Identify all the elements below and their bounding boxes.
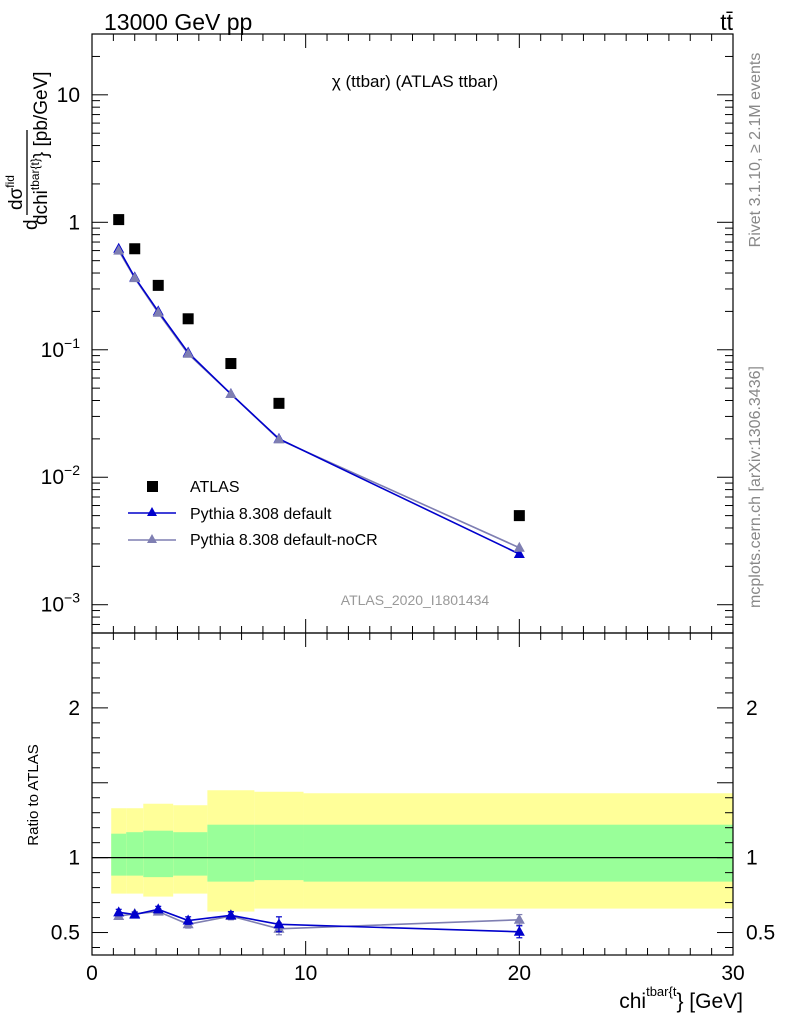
x-tick-label: 10 bbox=[294, 962, 317, 985]
ratio-point-default bbox=[113, 906, 125, 917]
y-tick-label: 10−2 bbox=[41, 462, 81, 489]
data-point-atlas bbox=[513, 510, 525, 522]
y-tick-label: 1 bbox=[68, 211, 80, 234]
header-process-label: 13000 GeV pp bbox=[104, 9, 252, 35]
xlabel-base: chi bbox=[619, 990, 646, 1013]
y-tick-label: 10−3 bbox=[41, 590, 81, 617]
legend-default-label: Pythia 8.308 default bbox=[190, 506, 332, 523]
data-point-nocr bbox=[113, 244, 125, 255]
ratio-point-nocr bbox=[513, 913, 525, 924]
data-point-atlas bbox=[182, 313, 194, 325]
ratio-point-default bbox=[513, 925, 525, 936]
ylabel-den-sup: tbar{t} bbox=[28, 158, 42, 190]
ratio-plot-data bbox=[113, 903, 525, 939]
rivet-version-label: Rivet 3.1.10, ≥ 2.1M events bbox=[747, 53, 764, 248]
uncertainty-band-inner bbox=[207, 824, 255, 882]
uncertainty-band-inner bbox=[126, 832, 144, 876]
data-point-atlas bbox=[129, 243, 141, 255]
uncertainty-band-inner bbox=[303, 824, 733, 882]
legend-atlas-label: ATLAS bbox=[190, 479, 240, 496]
ratio-point-default bbox=[225, 909, 237, 920]
data-point-atlas bbox=[273, 397, 285, 409]
ylabel-d: d bbox=[21, 219, 42, 230]
uncertainty-band-inner bbox=[173, 832, 208, 876]
legend-nocr-label: Pythia 8.308 default-noCR bbox=[190, 532, 378, 549]
ratio-point-default bbox=[182, 914, 194, 925]
uncertainty-band-inner bbox=[254, 824, 304, 881]
ylabel-num-sup: fid bbox=[3, 175, 17, 188]
x-tick-label: 30 bbox=[721, 962, 744, 985]
data-point-nocr bbox=[225, 387, 237, 398]
series-line-nocr bbox=[118, 250, 520, 549]
chart-title: χ (ttbar) (ATLAS ttbar) bbox=[332, 72, 498, 91]
data-point-nocr bbox=[513, 541, 525, 552]
data-point-nocr bbox=[182, 347, 194, 358]
data-point-nocr bbox=[152, 306, 164, 317]
xlabel-sup: tbar{t bbox=[646, 984, 677, 999]
x-tick-label: 0 bbox=[86, 962, 98, 985]
data-point-default bbox=[513, 547, 525, 558]
y-tick-base: 10 bbox=[41, 339, 64, 362]
ylabel-denominator: dchitbar{t}} [pb/GeV] bbox=[28, 71, 52, 225]
uncertainty-band-inner bbox=[143, 830, 174, 878]
ylabel-unit: } [pb/GeV] bbox=[31, 71, 52, 158]
ratio-y-tick-label-right: 1 bbox=[746, 847, 758, 870]
ratio-y-tick-label-right: 0.5 bbox=[746, 922, 775, 945]
legend-default-marker bbox=[147, 507, 157, 516]
data-point-atlas bbox=[113, 214, 125, 226]
y-tick-exponent: −3 bbox=[64, 590, 80, 606]
ratio-y-tick-label: 1 bbox=[68, 847, 80, 870]
legend-atlas-marker bbox=[147, 481, 158, 492]
x-tick-label: 20 bbox=[508, 962, 531, 985]
main-plot-frame bbox=[91, 33, 734, 634]
y-tick-label: 10 bbox=[57, 84, 80, 107]
data-point-nocr bbox=[129, 272, 141, 283]
y-tick-base: 10 bbox=[41, 466, 64, 489]
header-final-state-label: tt̄ bbox=[720, 9, 733, 35]
uncertainty-band-inner bbox=[111, 833, 127, 876]
ylabel-den-text: dchi bbox=[31, 190, 52, 225]
legend-nocr-marker bbox=[147, 534, 157, 543]
y-tick-exponent: −2 bbox=[64, 462, 80, 478]
ratio-y-tick-label-right: 2 bbox=[746, 697, 758, 720]
ratio-y-axis-label: Ratio to ATLAS bbox=[25, 744, 42, 845]
ylabel-numerator: dσfid bbox=[3, 175, 27, 210]
analysis-watermark: ATLAS_2020_I1801434 bbox=[341, 592, 490, 608]
ratio-point-default bbox=[273, 918, 285, 929]
ratio-point-default bbox=[152, 903, 164, 914]
data-point-nocr bbox=[273, 433, 285, 444]
main-y-axis-label: d dσfid dchitbar{t}} [pb/GeV] bbox=[3, 71, 52, 230]
x-axis-label: chitbar{t} [GeV] bbox=[619, 984, 743, 1013]
y-tick-label: 10−1 bbox=[41, 335, 81, 362]
y-tick-exponent: −1 bbox=[64, 335, 80, 351]
data-point-atlas bbox=[225, 358, 237, 370]
xlabel-tail: } [GeV] bbox=[676, 990, 743, 1013]
legend: ATLAS Pythia 8.308 default Pythia 8.308 … bbox=[128, 479, 378, 549]
ylabel-num-text: dσ bbox=[6, 187, 27, 210]
ratio-plot-area bbox=[92, 790, 733, 912]
main-plot-data bbox=[113, 214, 525, 558]
mcplots-label: mcplots.cern.ch [arXiv:1306.3436] bbox=[747, 366, 764, 608]
data-point-atlas bbox=[152, 279, 164, 291]
ratio-point-default bbox=[129, 908, 141, 919]
y-tick-base: 10 bbox=[41, 594, 64, 617]
ratio-y-tick-label: 2 bbox=[68, 697, 80, 720]
ratio-y-tick-label: 0.5 bbox=[51, 922, 80, 945]
